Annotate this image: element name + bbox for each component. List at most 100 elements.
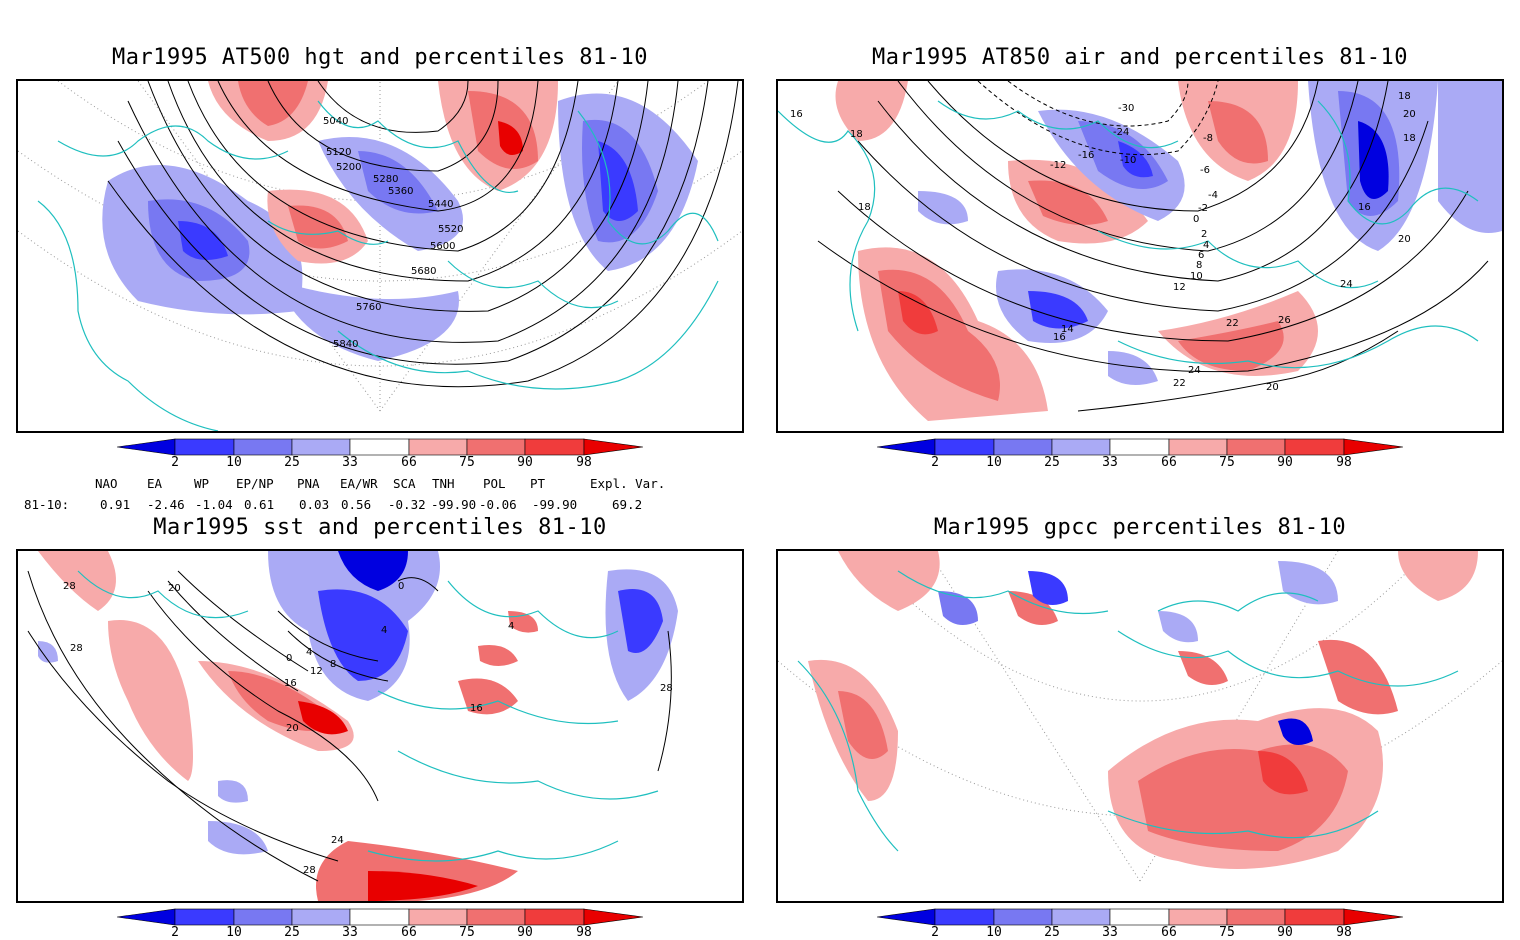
contour-label: -16	[1078, 150, 1094, 161]
colorbar-tick-label: 66	[1161, 925, 1177, 940]
colorbar-bin	[1284, 438, 1345, 456]
index-value-cell: -0.32	[388, 497, 426, 512]
contour-label: 16	[470, 703, 483, 714]
index-header-cell: EA	[147, 476, 163, 491]
colorbar-bin	[1051, 908, 1111, 926]
height-contours	[107, 81, 739, 388]
colorbar-swatches	[116, 438, 644, 456]
index-header-cell: TNH	[432, 476, 455, 491]
colorbar-tick-label: 98	[1336, 455, 1352, 470]
contour-label: 2	[1201, 229, 1207, 240]
colorbar-tick-label: 25	[1044, 925, 1060, 940]
colorbar-bin	[876, 438, 936, 456]
contour-label: 5520	[438, 224, 463, 235]
colorbar-bin	[233, 438, 293, 456]
colorbar-tick-label: 10	[226, 455, 242, 470]
colorbar-bin	[934, 908, 995, 926]
colorbar-tick-label: 33	[342, 455, 358, 470]
index-header-row: NAO EA WP EP/NP PNA EA/WR SCA TNH POL PT Expl. Var…	[0, 476, 700, 492]
colorbar-bin	[174, 908, 235, 926]
colorbar-sst: 2 10 25 33 66 75 90 98	[116, 908, 644, 940]
index-header-cell: WP	[194, 476, 210, 491]
contour-label: 22	[1173, 378, 1186, 389]
contour-label: -2	[1198, 203, 1208, 214]
map-panel-air: 16 18 18 -30 -24 -16 -12 -10 -8 -6 -4 -2…	[776, 79, 1504, 433]
contour-label: -30	[1118, 103, 1134, 114]
colorbar-bin	[291, 908, 351, 926]
colorbar-swatches	[876, 908, 1404, 926]
colorbar-bin	[1343, 908, 1404, 926]
colorbar-tick-label: 75	[1219, 455, 1235, 470]
colorbar-bin	[993, 908, 1053, 926]
colorbar-tick-label: 25	[1044, 455, 1060, 470]
positive-anomaly-areas	[808, 551, 1478, 869]
contour-label: 26	[1278, 315, 1291, 326]
index-value-cell: -1.04	[195, 497, 233, 512]
coastlines	[37, 100, 719, 431]
contour-label: 5040	[323, 116, 348, 127]
contour-label: 5600	[430, 241, 455, 252]
contour-label: 16	[1053, 332, 1066, 343]
colorbar-bin	[116, 438, 176, 456]
colorbar-tick-label: 98	[576, 925, 592, 940]
index-label: 81-10:	[24, 497, 70, 512]
colorbar-tick-label: 66	[1161, 455, 1177, 470]
panel-title-air: Mar1995 AT850 air and percentiles 81-10	[871, 45, 1409, 70]
index-value-cell: -2.46	[147, 497, 185, 512]
colorbar-bin	[1051, 438, 1111, 456]
index-value-cell: 69.2	[612, 497, 643, 512]
index-header-cell: PNA	[297, 476, 320, 491]
colorbar-tick-label: 66	[401, 455, 417, 470]
contour-label: 28	[70, 643, 83, 654]
colorbar-bin	[1109, 908, 1170, 926]
colorbar-bin	[1226, 438, 1286, 456]
contour-label: 24	[1188, 365, 1201, 376]
contour-label: 5280	[373, 174, 398, 185]
contour-label: 20	[1266, 382, 1279, 393]
contour-label: 16	[790, 109, 803, 120]
coastlines	[778, 100, 1479, 369]
map-panel-hgt: 5040 5120 5200 5280 5360 5440 5520 5600 …	[16, 79, 744, 433]
contour-label: 5360	[388, 186, 413, 197]
coastlines	[77, 570, 659, 862]
colorbar-bin	[233, 908, 293, 926]
colorbar-tick-label: 90	[517, 455, 533, 470]
contour-label: 12	[310, 666, 323, 677]
contour-label: -6	[1200, 165, 1210, 176]
contour-label: 16	[284, 678, 297, 689]
negative-anomaly-areas	[102, 93, 698, 361]
index-value-cell: -99.90	[431, 497, 477, 512]
colorbar-tick-label: 10	[226, 925, 242, 940]
colorbar-tick-label: 2	[171, 925, 179, 940]
colorbar-bin	[1343, 438, 1404, 456]
colorbar-tick-label: 2	[931, 455, 939, 470]
colorbar-tick-label: 75	[459, 455, 475, 470]
colorbar-bin	[934, 438, 995, 456]
colorbar-tick-label: 25	[284, 455, 300, 470]
index-value-cell: 0.03	[299, 497, 330, 512]
contour-label: 12	[1173, 282, 1186, 293]
contour-label: 0	[398, 581, 404, 592]
colorbar-tick-label: 10	[986, 925, 1002, 940]
contour-label: 22	[1226, 318, 1239, 329]
map-canvas-air: 16 18 18 -30 -24 -16 -12 -10 -8 -6 -4 -2…	[778, 81, 1502, 431]
contour-label: 20	[286, 723, 299, 734]
coastlines	[797, 570, 1459, 852]
contour-label: 6	[1198, 250, 1204, 261]
contour-label: 4	[508, 621, 514, 632]
colorbar-tick-label: 2	[931, 925, 939, 940]
index-value-cell: -99.90	[532, 497, 578, 512]
contour-label: 24	[1340, 279, 1353, 290]
contour-label: -4	[1208, 190, 1218, 201]
negative-anomaly-areas	[918, 81, 1502, 385]
index-value-cell: 0.61	[244, 497, 275, 512]
colorbar-bin	[524, 908, 585, 926]
sst-contours	[27, 570, 672, 882]
colorbar-tick-label: 90	[1277, 925, 1293, 940]
colorbar-tick-label: 90	[1277, 455, 1293, 470]
colorbar-bin	[466, 438, 526, 456]
colorbar-bin	[349, 908, 410, 926]
index-header-cell: EA/WR	[340, 476, 378, 491]
projection-edge	[778, 251, 1038, 431]
colorbar-bin	[583, 908, 644, 926]
